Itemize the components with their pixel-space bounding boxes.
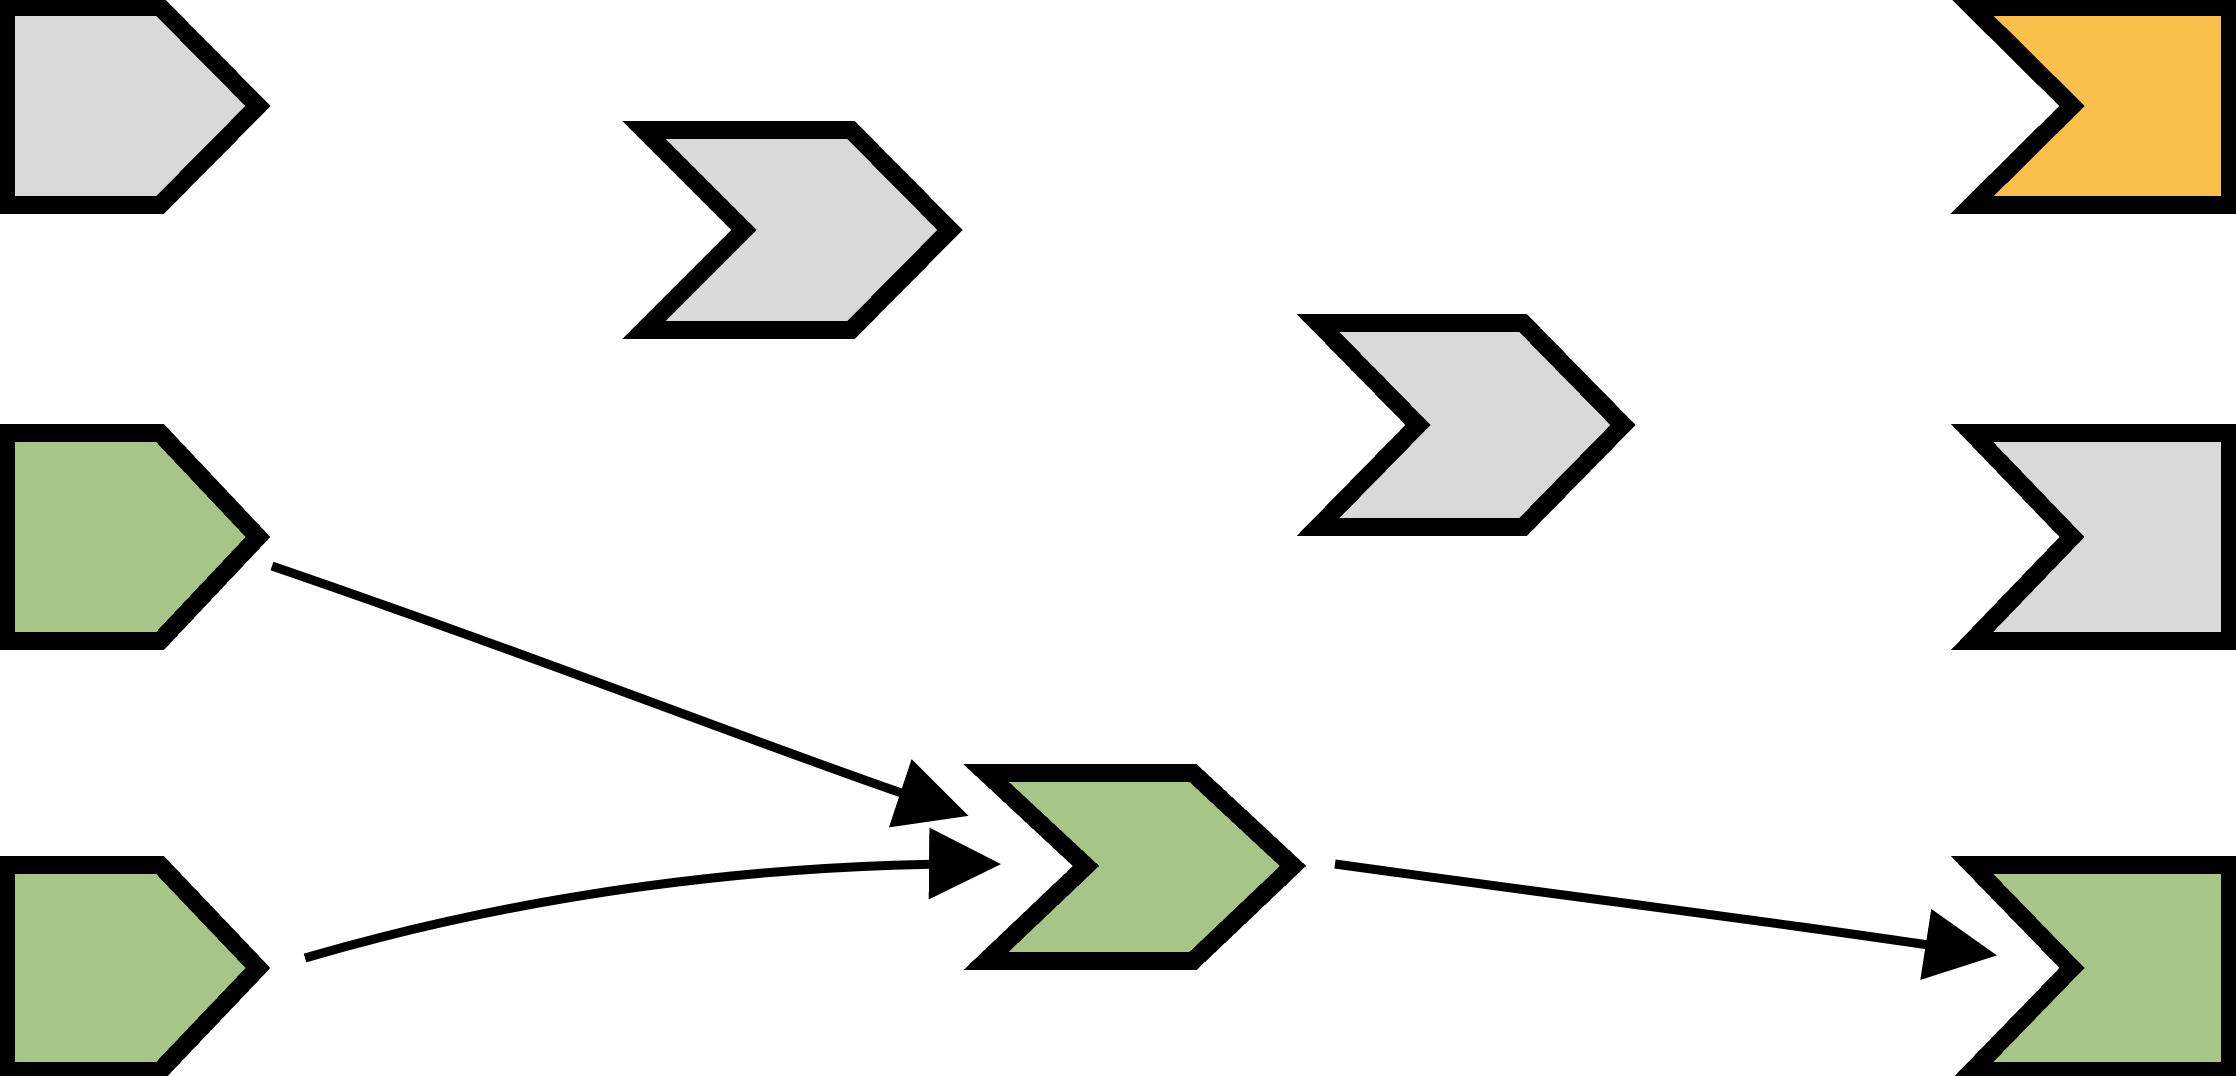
node-input-3: [0, 856, 271, 1076]
node-hidden-1-1: [622, 121, 963, 339]
node-output-1: [1950, 0, 2236, 214]
edge-hidden-1-2-to-output-3: [1334, 859, 1997, 980]
node-output-3: [1950, 856, 2236, 1076]
node-output-2: [1950, 424, 2236, 650]
node-hidden-1-2: [963, 764, 1307, 970]
edge-input-2-to-hidden-1-2: [270, 561, 969, 828]
node-hidden-2-1: [1296, 314, 1636, 536]
edge-input-3-to-hidden-1-2: [303, 827, 1001, 963]
node-input-1: [0, 0, 271, 214]
node-input-2: [0, 424, 271, 650]
